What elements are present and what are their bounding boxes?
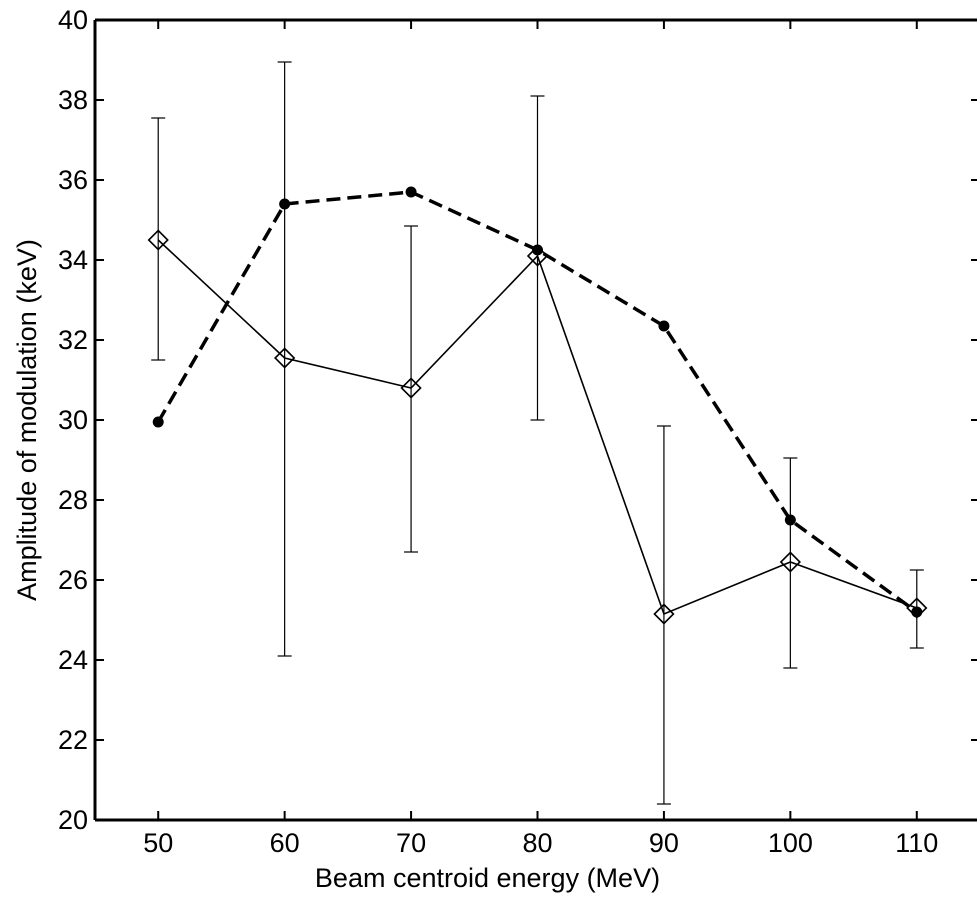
y-tick-label: 20	[58, 805, 88, 835]
series-point-dot	[532, 244, 543, 256]
series-point-dot	[279, 198, 291, 210]
error-bar	[656, 425, 671, 805]
series-point-diamond	[147, 229, 169, 251]
x-tick-label: 60	[270, 828, 300, 858]
x-tick-label: 80	[522, 828, 552, 858]
y-axis-label: Amplitude of modulation (keV)	[12, 239, 42, 601]
y-tick-label: 24	[58, 645, 88, 675]
series-point-diamond	[274, 347, 296, 369]
series-line-solid	[157, 239, 918, 616]
series-point-diamond	[400, 377, 422, 399]
axes: 20 22 24 26 28 30 32 34 36 38 40 50 60 70 80 90 100 110	[58, 5, 977, 858]
x-tick-label: 70	[396, 828, 426, 858]
x-axis-label: Beam centroid energy (MeV)	[315, 863, 660, 893]
y-tick-label: 30	[58, 405, 88, 435]
series-layer	[147, 186, 928, 625]
x-tick-label: 90	[649, 828, 679, 858]
y-tick-label: 22	[58, 725, 88, 755]
series-point-diamond	[779, 551, 801, 573]
series-point-diamond	[653, 603, 675, 625]
x-tick-label: 100	[768, 828, 813, 858]
series-point-dot	[784, 514, 796, 526]
error-bar	[404, 225, 419, 553]
y-tick-label: 34	[58, 245, 88, 275]
x-tick-label: 110	[895, 828, 938, 858]
y-tick-label: 28	[58, 485, 88, 515]
y-tick-label: 32	[58, 325, 88, 355]
series-point-dot	[658, 320, 670, 332]
y-tick-label: 40	[58, 5, 88, 35]
series-point-dot	[405, 186, 417, 198]
error-bar	[783, 457, 798, 669]
series-point-dot	[152, 416, 164, 428]
y-tick-label: 26	[58, 565, 88, 595]
x-tick-label: 50	[143, 828, 173, 858]
error-bar	[277, 61, 292, 657]
series-point-dot	[911, 606, 923, 618]
series-point-diamond	[906, 597, 928, 619]
series-point-diamond	[526, 245, 549, 267]
y-tick-label: 36	[58, 165, 88, 195]
error-bars	[151, 61, 924, 805]
y-tick-label: 38	[58, 85, 88, 115]
error-bar	[151, 117, 166, 361]
